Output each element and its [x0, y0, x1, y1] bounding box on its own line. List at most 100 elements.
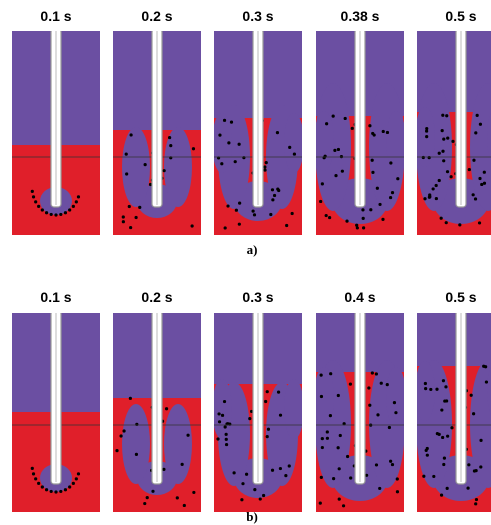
particle [329, 414, 332, 417]
particle [376, 413, 379, 416]
particle [226, 204, 229, 207]
particle [425, 127, 428, 130]
particle [340, 155, 343, 158]
particle [238, 223, 241, 226]
particle [375, 372, 378, 375]
particle [320, 374, 323, 377]
particle [442, 379, 445, 382]
particle [75, 200, 78, 203]
particle [396, 477, 399, 480]
particle [59, 213, 62, 216]
particle [443, 399, 446, 402]
particle [320, 395, 323, 398]
bubble-lobe [415, 107, 435, 167]
particle [233, 471, 236, 474]
particle [220, 162, 223, 165]
time-label: 0.5 s [445, 289, 476, 305]
particle [391, 463, 394, 466]
particle [386, 131, 389, 134]
bubble-lobe [284, 379, 304, 439]
bubble-lobe [284, 113, 304, 173]
particle [279, 467, 282, 470]
particle [165, 407, 168, 410]
particle [176, 496, 179, 499]
particle [443, 457, 446, 460]
particle [276, 131, 279, 134]
particle [50, 490, 53, 493]
particle [31, 190, 34, 193]
particle [472, 193, 475, 196]
particle [218, 134, 221, 137]
particle [77, 195, 80, 198]
particle [356, 226, 359, 229]
particle [337, 148, 340, 151]
particle [468, 168, 471, 171]
time-label: 0.1 s [40, 289, 71, 305]
particle [446, 487, 449, 490]
particle [37, 205, 40, 208]
particle [262, 494, 265, 497]
particle [426, 454, 429, 457]
particle [424, 387, 427, 390]
particle [441, 114, 444, 117]
particle [265, 161, 268, 164]
particle [122, 215, 125, 218]
figure: 0.1 s0.2 s0.3 s0.38 s0.5 sa)0.1 s0.2 s0.… [0, 0, 491, 525]
particle [34, 477, 37, 480]
panel [212, 311, 304, 512]
particle [235, 209, 238, 212]
particle [328, 216, 331, 219]
particle [321, 446, 324, 449]
particle [41, 485, 44, 488]
particle [485, 380, 488, 383]
particle [143, 502, 146, 505]
particle [135, 453, 138, 456]
particle [446, 435, 449, 438]
particle [320, 476, 323, 479]
particle [435, 388, 438, 391]
panel [212, 29, 304, 235]
particle [436, 432, 439, 435]
particle [242, 156, 245, 159]
particle [391, 191, 394, 194]
particle [476, 114, 479, 117]
particle [341, 170, 344, 173]
particle [450, 175, 453, 178]
particle [441, 129, 444, 132]
particle [441, 150, 444, 153]
time-label: 0.2 s [141, 8, 172, 24]
panel [415, 311, 491, 512]
particle [396, 490, 399, 493]
particle [238, 143, 241, 146]
particle [326, 437, 329, 440]
particle [422, 156, 425, 159]
particle [325, 122, 328, 125]
particle [138, 206, 141, 209]
particle [429, 388, 432, 391]
particle [423, 197, 426, 200]
particle [472, 159, 475, 162]
particle [225, 433, 228, 436]
panel [113, 311, 201, 512]
particle [191, 224, 194, 227]
particle [125, 153, 128, 156]
particle [227, 141, 230, 144]
particle [451, 140, 454, 143]
particle [223, 119, 226, 122]
particle [41, 208, 44, 211]
particle [329, 372, 332, 375]
particle [337, 394, 340, 397]
bubble-lobe [314, 367, 334, 427]
particle [68, 485, 71, 488]
time-label: 0.38 s [341, 8, 380, 24]
particle [253, 488, 256, 491]
particle [134, 216, 137, 219]
particle [345, 220, 348, 223]
particle [371, 159, 374, 162]
particle [389, 460, 392, 463]
particle [446, 137, 449, 140]
particle [378, 487, 381, 490]
particle [445, 114, 448, 117]
particle [144, 163, 147, 166]
particle [458, 223, 461, 226]
